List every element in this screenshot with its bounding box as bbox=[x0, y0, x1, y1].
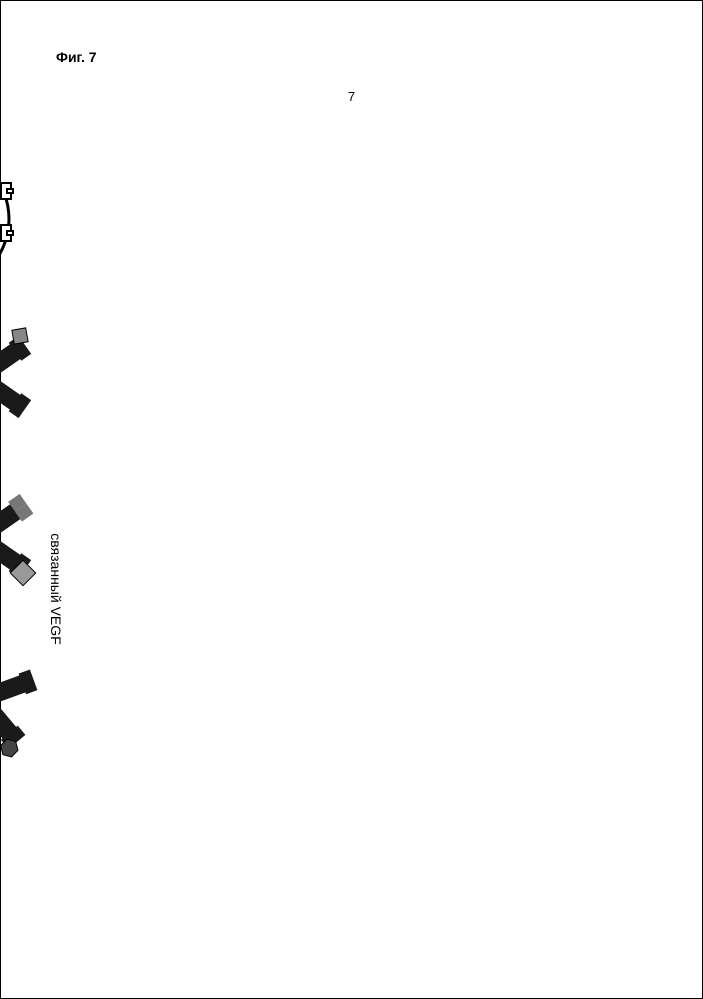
diagram-stage: связанный VEGF гранула, покрытаястрептав… bbox=[0, 119, 99, 879]
diagram-svg: связанный VEGF гранула, покрытаястрептав… bbox=[0, 119, 99, 879]
antibody-2 bbox=[0, 494, 36, 586]
antibody-3 bbox=[0, 646, 42, 759]
top-label: связанный VEGF bbox=[48, 533, 64, 644]
figure-label: Фиг. 7 bbox=[56, 49, 97, 65]
page-number: 7 bbox=[348, 89, 355, 104]
bead bbox=[0, 149, 13, 289]
antibody-1 bbox=[0, 328, 31, 418]
